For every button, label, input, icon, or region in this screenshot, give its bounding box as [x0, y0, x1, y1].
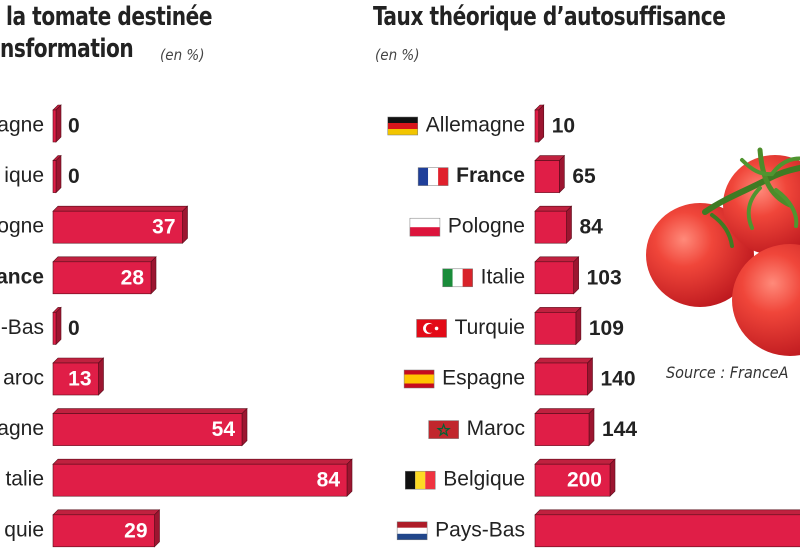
left-value-label: 13 [68, 368, 91, 391]
left-value-label: 37 [152, 216, 175, 239]
right-category-label: Pays-Bas [435, 518, 525, 541]
right-bar [534, 256, 580, 295]
right-category-label: Espagne [442, 367, 525, 390]
right-bar [534, 407, 595, 447]
left-bar-chart: agne 0 ique 0 ologne 37 ance 28 -Bas 0 aroc 13 agne 5… [0, 104, 353, 548]
right-value-label: 65 [572, 165, 596, 188]
left-category-label: -Bas [1, 316, 44, 339]
flag-poland-icon [409, 217, 441, 237]
tomato-vine [702, 164, 800, 215]
right-category-label: Italie [481, 265, 525, 288]
left-title-line1: la tomate destinée [6, 2, 213, 32]
left-value-label: 54 [212, 418, 236, 441]
right-unit-label: (en %) [375, 46, 420, 64]
left-category-label: ologne [0, 215, 44, 238]
right-category-label: Pologne [448, 215, 525, 238]
right-bar [534, 357, 594, 396]
left-value-label: 84 [317, 469, 341, 492]
left-value-label: 0 [68, 317, 80, 340]
left-category-label: ance [0, 265, 44, 288]
right-bar-chart: Allemagne 10 France 65 Pologne 84 Italie 103 Tur… [387, 104, 800, 548]
left-unit-label: (en %) [160, 46, 205, 64]
left-category-label: quie [4, 518, 44, 541]
right-category-label: Maroc [467, 417, 525, 440]
left-bar [52, 104, 62, 143]
flag-germany-icon [387, 116, 419, 136]
flag-france-icon [417, 167, 449, 186]
right-value-label: 10 [552, 115, 575, 138]
left-category-label: aroc [3, 367, 44, 390]
right-value-label: 109 [589, 317, 624, 340]
flag-morocco-icon [428, 420, 459, 439]
left-category-label: agne [0, 114, 44, 137]
right-bar [534, 154, 566, 194]
right-title: Taux théorique d’autosuffisance [373, 2, 726, 32]
right-category-label: Belgique [443, 468, 525, 491]
tomato-stem [757, 147, 793, 208]
left-category-label: agne [0, 417, 44, 440]
left-bar [52, 306, 62, 346]
left-bar [52, 205, 189, 244]
left-bar [52, 256, 157, 295]
left-category-label: talie [5, 468, 44, 491]
flag-belgium-icon [405, 470, 436, 490]
right-value-label: 140 [601, 368, 636, 391]
right-value-label: 144 [602, 418, 637, 441]
right-category-label: France [456, 164, 525, 187]
left-value-label: 29 [124, 519, 147, 542]
left-bar [52, 458, 353, 497]
tomato-bottom [732, 244, 800, 356]
right-value-label: 200 [567, 469, 602, 492]
right-bar [534, 509, 800, 548]
right-bar [534, 104, 545, 143]
left-value-label: 0 [68, 115, 80, 138]
left-category-label: ique [4, 164, 44, 187]
tomato-top [723, 155, 800, 255]
tomato-leaves [740, 156, 800, 230]
left-bar [52, 509, 161, 548]
left-value-label: 0 [68, 165, 80, 188]
right-bar [534, 205, 573, 244]
right-value-label: 103 [587, 266, 622, 289]
flag-turkey-icon [416, 319, 447, 338]
right-bar [534, 458, 616, 497]
right-category-label: Allemagne [426, 114, 525, 137]
flag-spain-icon [403, 369, 435, 389]
left-bar [52, 154, 62, 194]
left-title-line2: nsformation [0, 34, 134, 64]
right-category-label: Turquie [455, 316, 525, 339]
left-bar [52, 407, 248, 447]
flag-italy-icon [442, 268, 473, 288]
right-value-label: 84 [580, 216, 604, 239]
source-label: Source : FranceA [666, 363, 789, 382]
left-value-label: 28 [121, 266, 145, 289]
flag-netherlands-icon [396, 521, 428, 541]
left-bar [52, 357, 105, 396]
right-bar [534, 306, 582, 346]
tomato-image [646, 147, 800, 356]
